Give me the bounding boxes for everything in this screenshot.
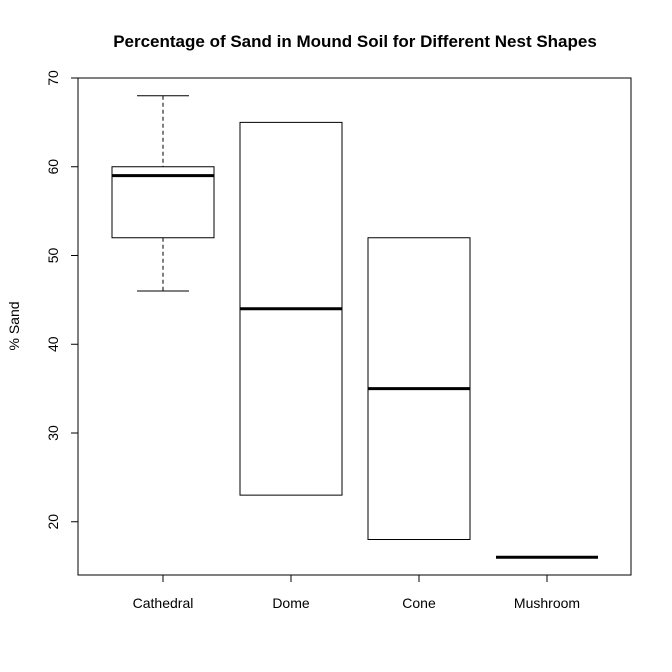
y-tick-label: 20 xyxy=(45,514,61,530)
box-cone xyxy=(367,237,471,540)
y-tick-label: 70 xyxy=(45,70,61,86)
chart-title: Percentage of Sand in Mound Soil for Dif… xyxy=(113,32,597,51)
box-dome xyxy=(239,121,343,496)
box-cathedral xyxy=(111,95,215,292)
y-axis: 20 30 40 50 60 70 xyxy=(45,70,79,530)
y-tick-label: 60 xyxy=(45,159,61,175)
x-tick-label: Cathedral xyxy=(133,595,194,611)
x-tick-label: Dome xyxy=(272,595,310,611)
box-iqr xyxy=(111,166,215,239)
x-tick-label: Cone xyxy=(402,595,436,611)
x-tick-label: Mushroom xyxy=(514,595,580,611)
y-tick-label: 40 xyxy=(45,336,61,352)
y-tick-label: 50 xyxy=(45,248,61,264)
y-tick-label: 30 xyxy=(45,425,61,441)
boxes xyxy=(111,95,598,559)
plot-frame xyxy=(77,77,632,576)
y-axis-label: % Sand xyxy=(6,301,22,350)
x-axis: Cathedral Dome Cone Mushroom xyxy=(133,575,580,611)
